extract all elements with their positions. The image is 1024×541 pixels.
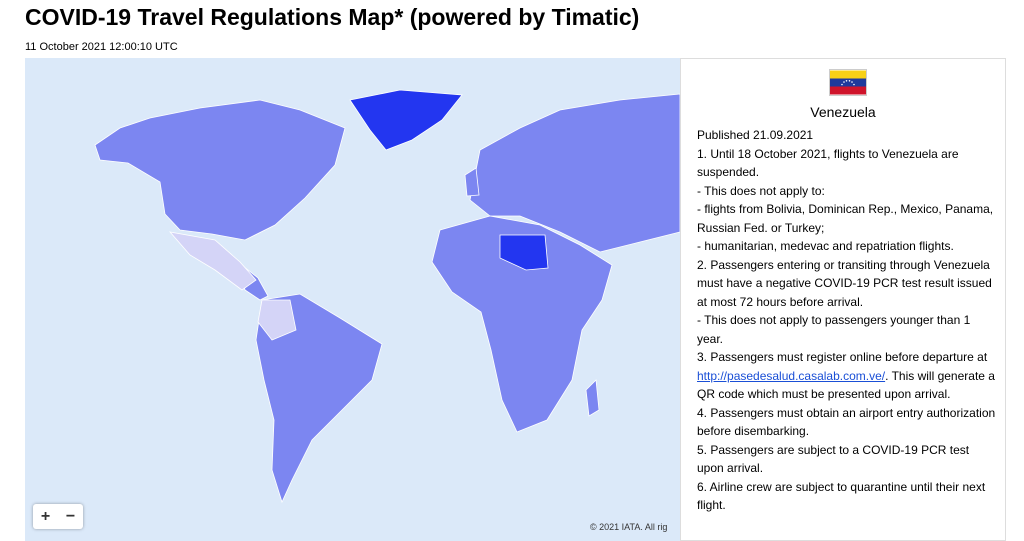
paragraph-text: . This will generate a QR code which mus… [697, 368, 995, 402]
madagascar[interactable] [585, 379, 600, 417]
regulation-paragraph: 4. Passengers must obtain an airport ent… [697, 405, 996, 439]
page-title: COVID-19 Travel Regulations Map* (powere… [25, 4, 640, 30]
united-kingdom[interactable] [464, 167, 480, 197]
libya[interactable] [499, 234, 549, 271]
regulation-paragraph: - This does not apply to passengers youn… [697, 313, 971, 346]
regulation-paragraph: - This does not apply to: [697, 183, 825, 198]
regulation-paragraph: - humanitarian, medevac and repatriation… [697, 239, 954, 253]
regulation-paragraph: 5. Passengers are subject to a COVID-19 … [697, 442, 970, 476]
regulation-paragraph: - flights from Bolivia, Dominican Rep., … [697, 202, 994, 235]
info-panel: Venezuela Published 21.09.2021 1. Until … [680, 58, 1006, 541]
flag [829, 69, 867, 96]
attribution: © 2021 IATA. All rig [590, 522, 668, 532]
africa[interactable] [431, 215, 613, 433]
map-canvas [94, 89, 680, 504]
timestamp: 11 October 2021 12:00:10 UTC [25, 41, 178, 53]
zoom-in-button[interactable]: + [40, 508, 51, 525]
regulation-paragraph: 1. Until 18 October 2021, flights to Ven… [697, 146, 959, 180]
regulation-paragraph: 6. Airline crew are subject to quarantin… [697, 479, 986, 513]
regulation-paragraph: 3. Passengers must register online befor… [697, 348, 997, 404]
eurasia[interactable] [469, 93, 680, 253]
published-date: Published 21.09.2021 [697, 128, 814, 142]
north-america[interactable] [94, 99, 346, 241]
regulation-text: Published 21.09.2021 1. Until 18 October… [697, 126, 997, 515]
mexico[interactable] [168, 231, 257, 291]
zoom-control: + − [33, 504, 83, 529]
colombia[interactable] [257, 299, 297, 341]
map[interactable]: + − © 2021 IATA. All rig [25, 58, 680, 541]
south-america[interactable] [255, 293, 383, 504]
regulation-paragraph: 2. Passengers entering or transiting thr… [697, 257, 992, 309]
zoom-out-button[interactable]: − [65, 508, 76, 525]
country-name: Venezuela [810, 104, 876, 120]
paragraph-text: 3. Passengers must register online befor… [697, 350, 988, 364]
registration-link[interactable]: http://pasedesalud.casalab.com.ve/ [697, 368, 886, 383]
greenland[interactable] [349, 89, 463, 151]
